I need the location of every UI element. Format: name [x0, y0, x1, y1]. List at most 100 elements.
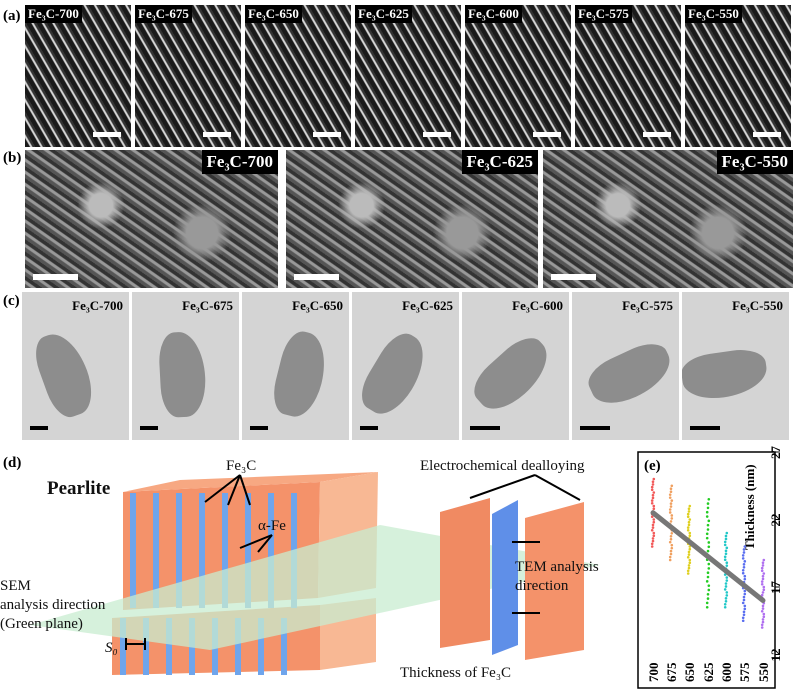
scale-bar: [360, 426, 378, 430]
data-point: [687, 550, 691, 554]
sample-label: Fe₃C-625: [461, 150, 538, 174]
sample-label: Fe₃C-675: [182, 298, 233, 313]
data-point: [668, 496, 672, 499]
data-point: [761, 604, 765, 608]
data-point: [651, 480, 655, 483]
data-point: [688, 561, 692, 564]
data-point: [686, 572, 690, 575]
data-point: [705, 601, 709, 605]
x-tick-label: 575: [737, 662, 752, 682]
data-point: [762, 558, 766, 562]
data-point: [725, 576, 729, 579]
data-point: [723, 605, 727, 609]
data-point: [651, 537, 655, 540]
data-point: [669, 549, 673, 553]
data-point: [742, 595, 746, 599]
data-point: [723, 555, 727, 559]
data-point: [724, 534, 728, 538]
data-point: [652, 507, 656, 510]
data-point: [724, 600, 728, 603]
data-point: [669, 520, 673, 523]
x-tick-label: 600: [719, 663, 734, 683]
data-point: [705, 605, 709, 609]
x-tick-label: 700: [646, 663, 661, 683]
data-point: [651, 496, 655, 500]
x-tick-label: 675: [664, 662, 679, 682]
data-point: [687, 520, 691, 524]
data-point: [707, 519, 711, 523]
data-point: [761, 561, 765, 564]
sample-label: Fe₃C-700: [72, 298, 123, 313]
tem-image-c: Fe₃C-675: [132, 292, 239, 440]
panel-label-b: (b): [3, 150, 22, 166]
data-point: [686, 556, 690, 559]
tem-image-c: Fe₃C-625: [352, 292, 459, 440]
data-point: [670, 517, 674, 520]
sem-image-a: Fe₃C-625: [355, 5, 461, 147]
scale-bar: [753, 132, 781, 137]
data-point: [670, 514, 674, 517]
data-point: [650, 515, 654, 519]
data-point: [687, 507, 691, 510]
data-point: [687, 510, 691, 513]
data-point: [706, 597, 710, 600]
data-point: [651, 523, 655, 527]
data-point: [742, 551, 746, 554]
data-point: [688, 504, 692, 508]
data-point: [669, 552, 673, 556]
alpha-fe-sheet-left: [440, 498, 490, 648]
scale-bar: [30, 426, 48, 430]
scale-bar: [33, 274, 78, 280]
data-point: [725, 561, 729, 564]
sample-label: Fe₃C-575: [575, 5, 632, 23]
data-point: [742, 598, 746, 602]
data-point: [724, 585, 728, 588]
data-point: [707, 562, 711, 566]
sem-image-a: Fe₃C-550: [685, 5, 791, 147]
data-point: [668, 508, 672, 511]
data-point: [652, 504, 656, 508]
data-point: [707, 584, 711, 587]
fe3c-flake: [582, 336, 679, 413]
data-point: [669, 537, 673, 541]
data-point: [725, 594, 729, 597]
data-point: [760, 610, 764, 613]
tem-image-c: Fe₃C-600: [462, 292, 569, 440]
fe3c-flake: [28, 326, 101, 423]
data-point: [652, 520, 656, 524]
alpha-fe-label: α-Fe: [258, 518, 286, 534]
data-point: [688, 545, 692, 548]
data-point: [743, 577, 747, 581]
data-point: [669, 534, 673, 538]
data-point: [706, 549, 710, 553]
data-point: [724, 597, 728, 600]
scale-bar: [250, 426, 268, 430]
sem-image-a: Fe₃C-650: [245, 5, 351, 147]
sample-label: Fe₃C-600: [465, 5, 522, 23]
fe3c-flake: [353, 326, 436, 423]
data-point: [652, 491, 656, 494]
data-point: [741, 557, 745, 560]
sample-label: Fe₃C-650: [292, 298, 343, 313]
fe3c-sheet: [492, 500, 518, 655]
data-point: [706, 523, 710, 527]
sample-label: Fe₃C-700: [25, 5, 82, 23]
pearlite-title: Pearlite: [47, 478, 111, 499]
scale-bar: [533, 132, 561, 137]
data-point: [652, 531, 656, 535]
data-point: [686, 529, 690, 532]
data-point: [688, 547, 692, 551]
data-point: [686, 526, 690, 529]
data-point: [686, 512, 690, 516]
data-point: [725, 564, 729, 567]
sample-label: Fe₃C-625: [402, 298, 453, 313]
data-point: [742, 610, 746, 614]
data-point: [707, 588, 711, 592]
data-point: [707, 567, 711, 570]
panel-label-a: (a): [3, 8, 21, 24]
sem-image-b: Fe₃C-625: [286, 150, 538, 288]
sem-image-b: Fe₃C-700: [25, 150, 278, 288]
tem-image-c: Fe₃C-550: [682, 292, 789, 440]
data-point: [760, 566, 764, 570]
data-point: [651, 493, 655, 497]
